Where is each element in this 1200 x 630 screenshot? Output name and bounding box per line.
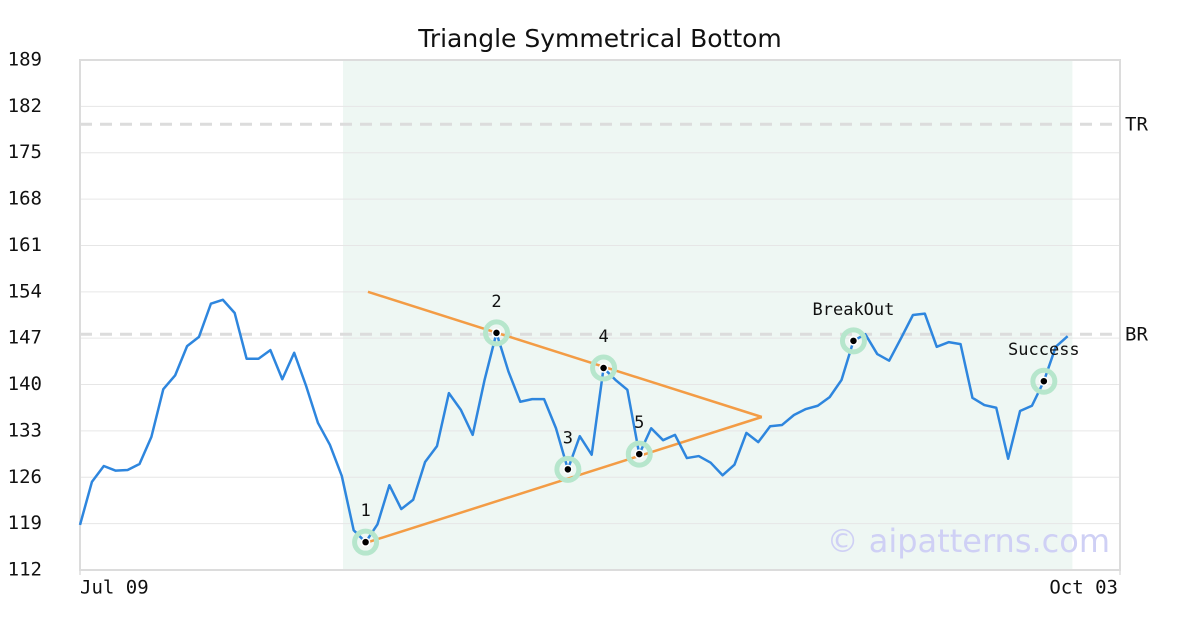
reference-label: TR	[1125, 114, 1148, 136]
pattern-point-halo	[625, 440, 653, 468]
pattern-point-label: 5	[634, 413, 644, 433]
pattern-point-label: BreakOut	[813, 300, 895, 320]
y-tick-label: 147	[8, 327, 42, 349]
y-tick-label: 189	[8, 49, 42, 71]
y-tick-label: 168	[8, 188, 42, 210]
pattern-point-halo	[554, 455, 582, 483]
trend-line	[367, 290, 763, 419]
y-tick-label: 182	[8, 95, 42, 117]
pattern-point	[634, 449, 645, 459]
pattern-point	[563, 464, 573, 475]
y-tick-label: 112	[8, 559, 42, 581]
pattern-point-label: 2	[491, 292, 501, 312]
pattern-point	[1039, 376, 1049, 386]
reference-label: BR	[1125, 324, 1148, 346]
pattern-point-halo	[482, 319, 510, 347]
y-tick-label: 161	[8, 234, 42, 256]
y-tick-label: 154	[8, 280, 42, 302]
pattern-point-halo	[1030, 367, 1058, 395]
pattern-point	[360, 537, 371, 547]
shaded-region	[342, 60, 1073, 570]
y-tick-label: 133	[8, 419, 42, 441]
y-tick-label: 119	[8, 512, 42, 534]
pattern-point-halo	[839, 327, 867, 355]
pattern-point	[491, 328, 502, 338]
pattern-point-label: 1	[360, 501, 370, 521]
pattern-point-label: 3	[563, 428, 573, 448]
pattern-point	[848, 336, 859, 346]
price-line	[78, 298, 1069, 544]
y-tick-label: 175	[8, 141, 42, 163]
watermark: © aipatterns.com	[827, 522, 1110, 560]
plot-frame	[79, 59, 1121, 571]
y-tick-label: 126	[8, 466, 42, 488]
x-tick-label: Oct 03	[1049, 577, 1118, 599]
pattern-point-label: Success	[1008, 340, 1080, 360]
pattern-point-halo	[352, 528, 380, 556]
x-tick-label: Jul 09	[80, 577, 149, 599]
chart-title: Triangle Symmetrical Bottom	[417, 24, 782, 53]
pattern-point	[598, 363, 609, 373]
y-tick-label: 140	[8, 373, 42, 395]
pattern-point-halo	[590, 354, 618, 382]
pattern-point-label: 4	[598, 327, 608, 347]
